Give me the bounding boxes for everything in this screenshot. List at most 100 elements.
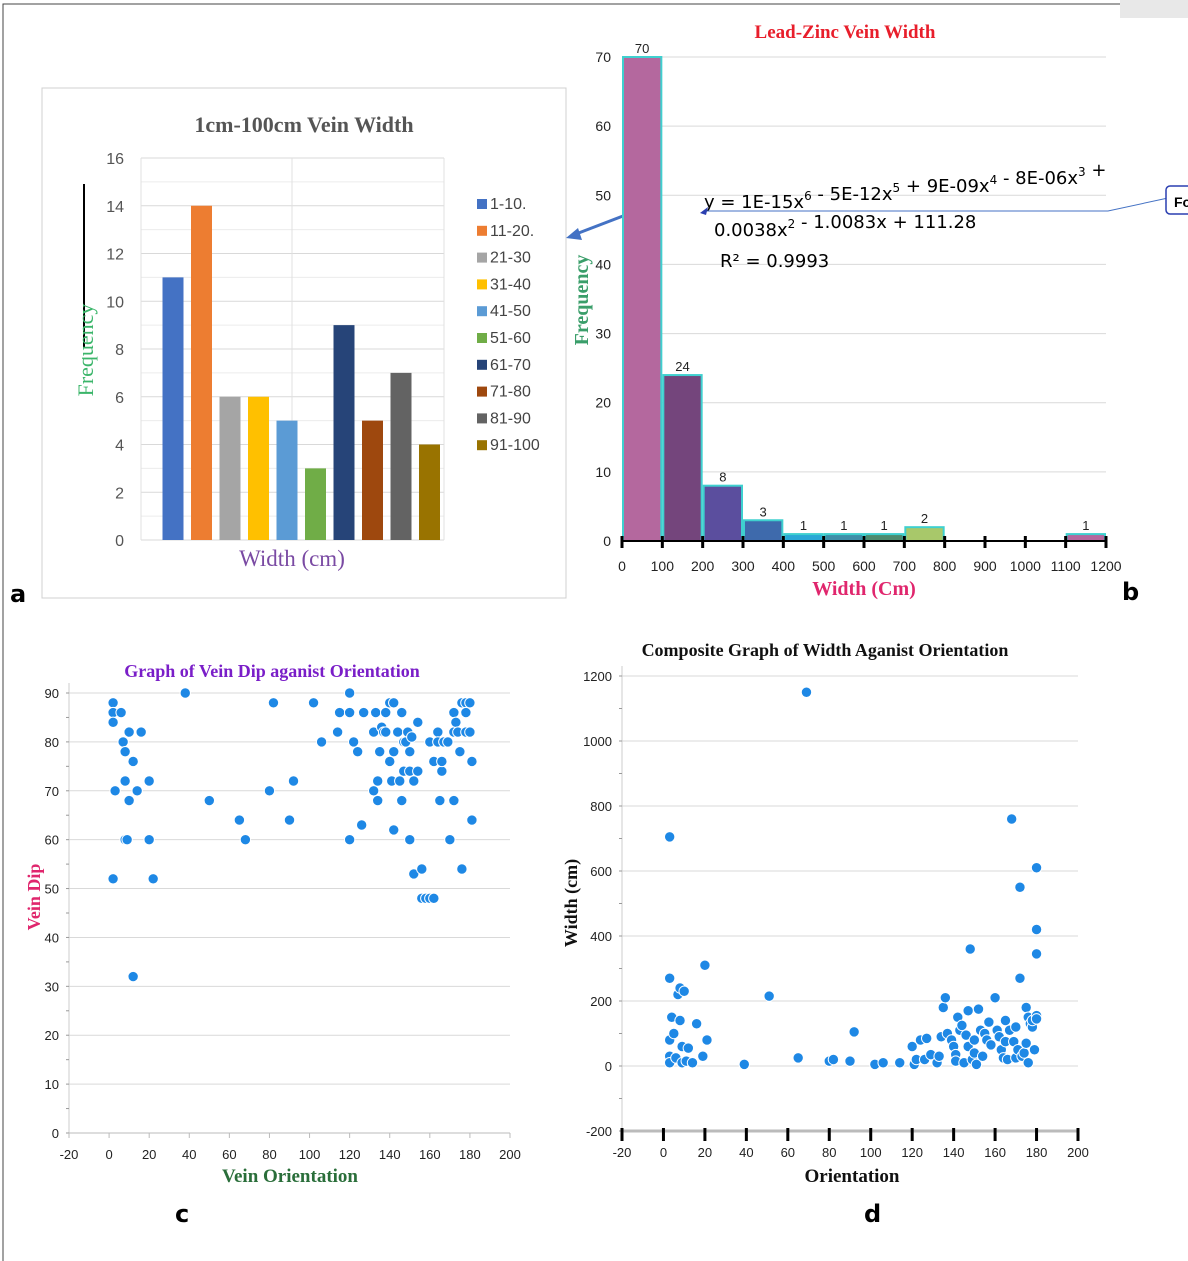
panel-d-point xyxy=(960,1029,972,1041)
panel-d-point xyxy=(937,1001,949,1014)
panel-c-point xyxy=(287,775,300,787)
panel-b-title: Lead-Zinc Vein Width xyxy=(755,22,936,43)
panel-a-y-tick-label: 8 xyxy=(115,342,124,359)
panel-a-bar xyxy=(162,277,184,540)
panel-c-point xyxy=(406,731,418,743)
panel-b-data-label: 1 xyxy=(840,518,847,533)
panel-a-legend-swatch xyxy=(477,333,487,343)
panel-b-data-label: 70 xyxy=(635,41,649,56)
equation-term: + 9E-09x xyxy=(900,176,990,197)
panel-c-point xyxy=(351,745,364,758)
panel-d-point xyxy=(962,1005,974,1017)
panel-a-y-tick-label: 0 xyxy=(115,533,124,550)
panel-c-point xyxy=(203,794,216,807)
panel-b-bar xyxy=(622,56,663,542)
panel-b-data-label: 1 xyxy=(881,518,888,533)
panel-d-point xyxy=(800,686,813,698)
panel-c-point xyxy=(388,745,400,758)
panel-d-point xyxy=(690,1018,703,1030)
panel-c-point xyxy=(466,814,478,826)
panel-a-bar xyxy=(191,205,212,540)
panel-b-x-tick-label: 1200 xyxy=(1090,558,1121,574)
panel-b-x-tick-label: 500 xyxy=(812,558,836,574)
panel-c-x-tick-label: -20 xyxy=(60,1147,79,1162)
corner-tab xyxy=(1120,0,1188,18)
panel-a-title: 1cm-100cm Vein Width xyxy=(194,112,413,137)
panel-b-x-tick-label: 800 xyxy=(933,558,957,574)
panel-c-point xyxy=(121,833,133,846)
panel-a-bar xyxy=(305,468,326,540)
panel-c-y-tick-label: 60 xyxy=(45,833,59,848)
panel-c-x-tick-label: 40 xyxy=(182,1147,196,1162)
panel-c-point xyxy=(179,687,191,699)
panel-c-point xyxy=(127,970,139,983)
panel-a-legend-swatch xyxy=(477,199,487,209)
panel-a-bar xyxy=(333,325,355,540)
panel-a-y-tick-label: 10 xyxy=(106,294,124,311)
panel-a-y-tick-label: 12 xyxy=(106,247,124,264)
panel-b-data-label: 1 xyxy=(800,518,807,533)
panel-d-point xyxy=(999,1014,1012,1027)
panel-c-x-tick-label: 100 xyxy=(299,1147,321,1162)
panel-c-point xyxy=(428,892,440,905)
panel-d-point xyxy=(1005,813,1018,825)
panel-c-point xyxy=(367,785,380,797)
panel-a-legend-entry: 41-50 xyxy=(490,303,531,320)
panel-d-point xyxy=(663,972,676,984)
panel-a-y-tick-label: 2 xyxy=(115,485,124,502)
panel-d-y-tick-label: -200 xyxy=(586,1124,612,1139)
panel-c-point xyxy=(123,726,135,738)
panel-d-point xyxy=(970,1058,983,1071)
panel-c-point xyxy=(380,706,392,719)
panel-d-point xyxy=(827,1053,840,1066)
equation-exponent: 6 xyxy=(804,189,812,203)
panel-b-y-tick-label: 0 xyxy=(603,533,611,549)
panel-b-callout-anchor xyxy=(700,207,708,215)
panel-d-point xyxy=(699,959,711,971)
panel-d-point xyxy=(1030,948,1043,960)
panel-c-y-tick-label: 70 xyxy=(45,784,59,799)
panel-d-point xyxy=(972,1003,985,1015)
panel-c-point xyxy=(442,736,454,748)
panel-b-data-label: 24 xyxy=(675,359,689,374)
panel-d-point xyxy=(738,1058,750,1071)
panel-c-grid xyxy=(66,683,511,1138)
panel-d-point xyxy=(686,1057,699,1069)
panel-c-point xyxy=(369,706,382,719)
panel-d-point xyxy=(1014,972,1026,984)
panel-d-point xyxy=(1028,1044,1041,1056)
equation-exponent: 3 xyxy=(1078,165,1086,179)
panel-c-y-tick-label: 30 xyxy=(45,979,59,994)
panel-c-point xyxy=(466,755,478,768)
panel-a-y-tick-label: 14 xyxy=(106,199,124,216)
panel-c-y-tick-label: 40 xyxy=(45,930,59,945)
panel-c-point xyxy=(460,706,472,719)
panel-c-point xyxy=(343,833,356,846)
panel-d-y-tick-label: 1000 xyxy=(583,734,612,749)
panel-a-x-axis-label: Width (cm) xyxy=(239,546,345,571)
panel-c-y-axis-label: Vein Dip xyxy=(24,864,44,931)
panel-d-point xyxy=(976,1050,989,1062)
panel-b-y-tick-label: 30 xyxy=(595,326,611,342)
panel-b-x-tick-label: 1100 xyxy=(1051,558,1081,574)
panel-c-point xyxy=(394,775,406,787)
panel-c-point xyxy=(396,706,408,719)
panel-c-y-tick-label: 90 xyxy=(45,686,59,701)
panel-a-legend-swatch xyxy=(477,386,487,397)
panel-a-legend-entry: 11-20. xyxy=(490,223,534,240)
panel-d-point xyxy=(763,990,775,1002)
panel-c-x-tick-label: 120 xyxy=(339,1147,361,1162)
panel-d-y-tick-label: 400 xyxy=(590,929,612,944)
panel-c-point xyxy=(404,833,416,846)
panel-b-x-tick-label: 900 xyxy=(973,558,997,574)
panel-d-point xyxy=(920,1032,933,1045)
panel-a-legend-entry: 51-60 xyxy=(490,330,531,347)
panel-a-legend-swatch xyxy=(477,279,487,290)
panel-b-y-tick-label: 10 xyxy=(595,464,611,480)
panel-c-point xyxy=(109,785,121,797)
panel-a-bar xyxy=(362,420,383,540)
panel-d-point xyxy=(1022,1057,1034,1069)
